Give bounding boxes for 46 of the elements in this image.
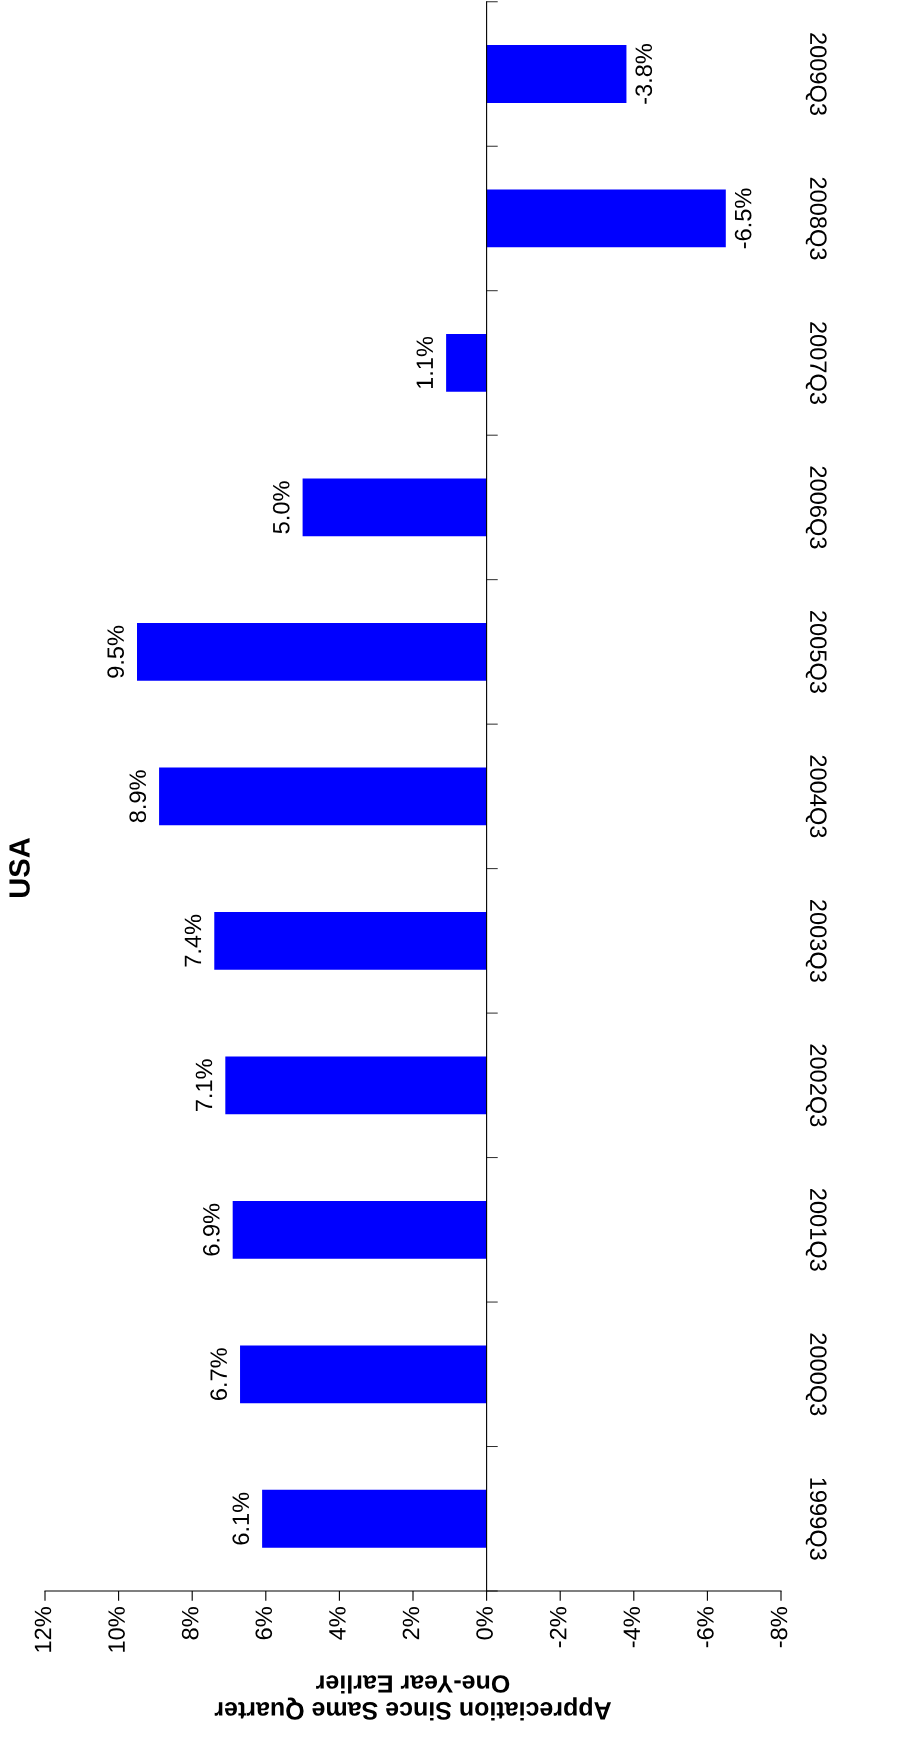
x-tick-label: 0% [476, 1607, 493, 1640]
data-label: -3.8% [635, 43, 653, 104]
bar [214, 911, 487, 970]
bar [262, 1489, 487, 1548]
y-tick-label: 2002Q3 [805, 1044, 827, 1127]
bar [225, 1056, 487, 1115]
bar [159, 767, 487, 826]
x-tick-label: -6% [697, 1607, 714, 1648]
y-tick-label: 2003Q3 [805, 900, 827, 982]
bar [240, 1345, 487, 1404]
bar [486, 45, 627, 103]
x-tick-label: 2% [402, 1607, 420, 1640]
bar [486, 189, 726, 248]
text: USA [9, 837, 30, 898]
y-tick-label: 2007Q3 [805, 322, 827, 404]
bar [302, 478, 487, 537]
data-label: 7.1% [195, 1059, 213, 1112]
data-label: 9.5% [107, 625, 124, 678]
data-label: -6.5% [734, 188, 752, 249]
y-tick-label: 2004Q3 [805, 755, 827, 838]
y-tick-label: 2000Q3 [805, 1333, 827, 1416]
data-label: 8.9% [129, 770, 147, 823]
data-label: 7.4% [184, 914, 202, 967]
y-tick-label: 2009Q3 [805, 33, 827, 115]
x-tick-label: 6% [255, 1607, 273, 1640]
x-tick-label: 12% [34, 1607, 52, 1652]
y-tick-label: 2006Q3 [805, 466, 827, 549]
x-tick-label: 4% [329, 1607, 346, 1640]
bar [232, 1200, 487, 1259]
x-tick-label: 8% [181, 1607, 199, 1640]
y-tick-label: 2008Q3 [805, 177, 827, 260]
x-tick-label: -8% [770, 1607, 788, 1648]
x-tick-label: -2% [549, 1607, 567, 1648]
data-label: 6.9% [202, 1203, 220, 1256]
data-label: 5.0% [272, 481, 290, 534]
bar [446, 334, 487, 392]
x-tick-label: -4% [623, 1607, 641, 1648]
x-tick-label: 10% [108, 1607, 125, 1652]
y-tick-label: 1999Q3 [805, 1478, 827, 1560]
data-label: 6.7% [210, 1348, 228, 1400]
y-tick-label: 2001Q3 [805, 1188, 827, 1271]
x-axis-title: Appreciation Since Same Quarter One-Year Earlier [214, 1675, 612, 1721]
data-label: 1.1% [416, 336, 434, 389]
data-label: 6.1% [232, 1492, 250, 1545]
bar [137, 623, 487, 681]
y-tick-label: 2005Q3 [805, 611, 827, 693]
